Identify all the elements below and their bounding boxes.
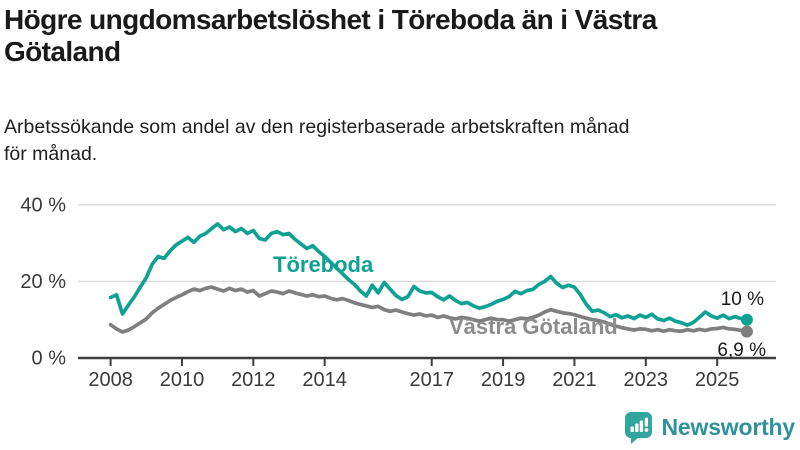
y-tick-label: 20 % (20, 271, 66, 293)
page-subtitle-line2: för månad. (4, 142, 98, 165)
y-tick-label: 0 % (32, 348, 67, 370)
v-stra-g-taland-line (108, 285, 749, 334)
page-title-line2: Götaland (4, 36, 121, 68)
page-subtitle: Arbetssökande som andel av den registerb… (4, 114, 794, 168)
x-tick-label: 2014 (302, 369, 347, 391)
v-stra-g-taland-series-label: Västra Götaland (449, 314, 618, 339)
x-tick-label: 2010 (160, 369, 205, 391)
x-tick-label: 2025 (695, 369, 740, 391)
page-title: Högre ungdomsarbetslöshet i Töreboda än … (4, 4, 796, 69)
chart-canvas: 0 % 20 % 40 % 2008 2010 2012 2014 2017 2019 2021 2… (20, 194, 776, 391)
newsworthy-brand-name: Newsworthy (661, 414, 796, 440)
x-tick-label: 2023 (624, 369, 669, 391)
unemployment-line-chart: 0 % 20 % 40 % 2008 2010 2012 2014 2017 2019 2021 2… (0, 186, 800, 396)
page-title-line1: Högre ungdomsarbetslöshet i Töreboda än … (4, 4, 657, 35)
t-reboda-end-value-label: 10 % (721, 289, 764, 310)
y-tick-label: 40 % (20, 194, 66, 216)
t-reboda-series-label: Töreboda (273, 252, 374, 277)
x-tick-label: 2019 (481, 369, 526, 391)
newsworthy-brand[interactable]: Newsworthy (624, 411, 795, 444)
x-tick-label: 2008 (88, 369, 133, 391)
x-tick-label: 2017 (409, 369, 454, 391)
t-reboda-end-dot (740, 313, 753, 326)
page-subtitle-line1: Arbetssökande som andel av den registerb… (4, 116, 630, 138)
x-tick-label: 2012 (231, 369, 276, 391)
v-stra-g-taland-end-value-label: 6,9 % (717, 340, 766, 361)
v-stra-g-taland-end-dot (740, 325, 753, 338)
newsworthy-logo-icon (624, 412, 652, 444)
x-tick-label: 2021 (552, 369, 597, 391)
t-reboda-line (108, 222, 749, 327)
